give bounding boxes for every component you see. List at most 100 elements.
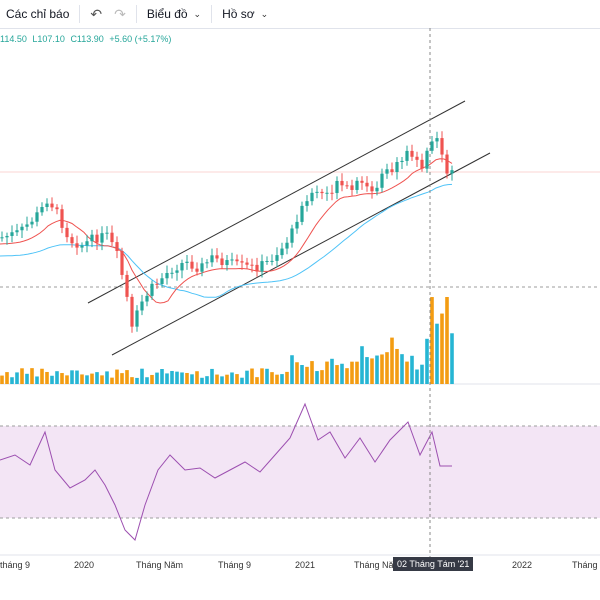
volume-bar [95,372,99,384]
indicators-button[interactable]: Các chỉ báo [0,0,75,28]
volume-bar [175,371,179,384]
candle-body [150,283,154,296]
redo-icon[interactable]: ↷ [114,5,126,22]
candle-body [210,255,214,263]
candle-body [180,263,184,271]
candle-body [255,264,259,272]
toolbar-divider [79,5,81,23]
candle-body [360,180,364,183]
candle-body [425,150,429,169]
undo-icon[interactable]: ↶ [90,5,103,22]
volume-bar [285,371,289,384]
candle-body [35,212,39,222]
candle-body [390,169,394,173]
volume-bar [55,371,59,384]
volume-bar [250,368,254,384]
candle-body [145,295,149,302]
time-axis-label: Tháng Năm [136,560,183,570]
candle-body [405,150,409,161]
candle-body [130,296,134,327]
volume-bar [440,313,444,384]
candle-body [395,162,399,173]
candle-body [340,180,344,186]
volume-bar [300,365,304,384]
candle-body [125,274,129,297]
channel-upper-line[interactable] [87,100,466,304]
volume-bar [415,369,419,384]
indicators-label: Các chỉ báo [6,7,70,21]
volume-bar [90,373,94,384]
candle-body [285,242,289,249]
volume-bar [150,374,154,384]
volume-bar [35,376,39,384]
volume-bar [320,370,324,384]
volume-bar [50,375,54,384]
candle-body [140,301,144,311]
volume-bar [0,375,4,384]
candle-body [290,228,294,243]
volume-bar [110,377,114,384]
volume-bar [5,372,9,384]
volume-bar [435,323,439,384]
channel-lower-line[interactable] [111,152,491,356]
volume-bar [185,372,189,384]
candle-body [215,255,219,259]
candle-body [295,221,299,229]
volume-bar [75,370,79,384]
candle-body [70,237,74,244]
volume-bar [270,372,274,384]
candle-body [40,207,44,213]
volume-bar [205,376,209,384]
candle-body [225,260,229,266]
candle-body [0,237,4,239]
crosshair-date-label: 02 Tháng Tám '21 [393,557,474,571]
candle-body [195,268,199,272]
volume-bar [450,333,454,384]
profile-dropdown[interactable]: Hồ sơ ⌄ [216,0,274,28]
volume-bar [15,372,19,384]
volume-bar [230,372,234,384]
toolbar-divider [135,5,137,23]
volume-bar [385,352,389,384]
candle-body [305,201,309,206]
candle-body [270,260,274,262]
candle-body [205,262,209,264]
volume-bar [335,365,339,384]
candle-body [325,192,329,194]
volume-bar [20,368,24,384]
volume-bar [125,370,129,384]
profile-label: Hồ sơ [222,7,255,21]
volume-bar [360,346,364,384]
candle-body [375,187,379,192]
candle-body [280,248,284,256]
volume-bar [240,377,244,384]
candle-body [135,310,139,327]
time-axis-label: 2021 [295,560,315,570]
volume-bar [290,355,294,384]
candle-body [315,191,319,193]
candle-body [380,173,384,188]
volume-bar [170,370,174,384]
volume-bar [345,368,349,384]
volume-bar [265,368,269,384]
volume-bar [30,368,34,384]
volume-bar [295,362,299,384]
candle-body [435,138,439,142]
candle-body [265,260,269,262]
candle-body [365,182,369,187]
ohlc-low: L107.10 [32,34,65,44]
volume-bar [200,377,204,384]
volume-bar [315,371,319,384]
volume-bar [370,358,374,384]
candle-body [430,141,434,151]
chart-type-dropdown[interactable]: Biểu đồ ⌄ [141,0,207,28]
volume-bar [105,371,109,384]
candle-body [100,233,104,243]
candle-body [170,272,174,274]
ohlc-legend: 114.50 L107.10 C113.90 +5.60 (+5.17%) [0,34,174,44]
chart-type-label: Biểu đồ [146,7,188,21]
candle-body [60,209,64,228]
volume-bar [215,374,219,384]
volume-bar [405,361,409,384]
